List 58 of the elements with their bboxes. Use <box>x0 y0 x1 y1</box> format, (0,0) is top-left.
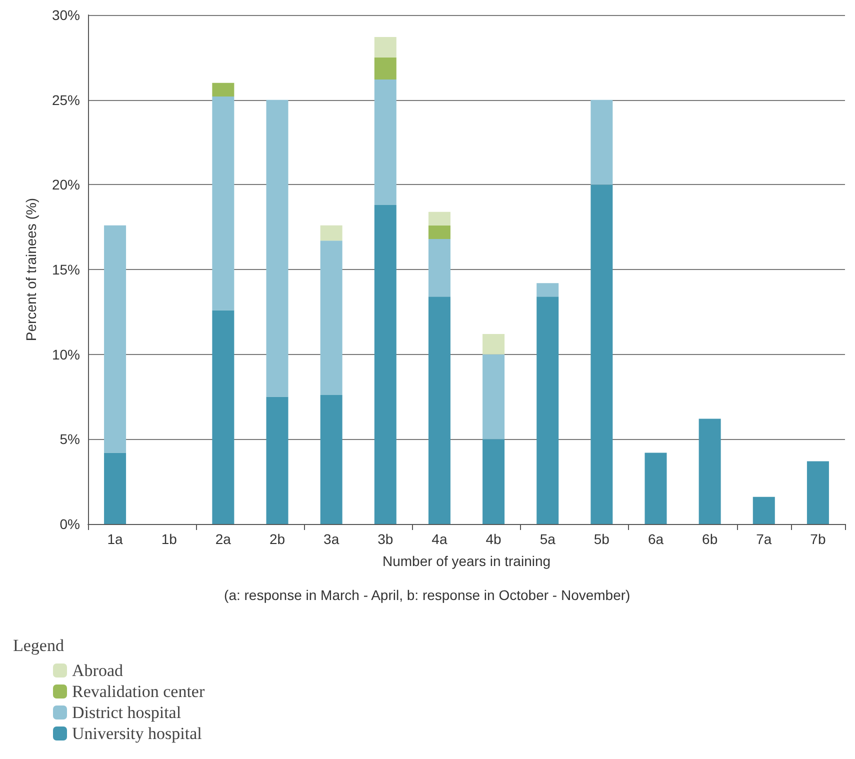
y-tick-label: 20% <box>52 176 80 193</box>
legend-title: Legend <box>13 636 64 655</box>
bar <box>320 225 342 241</box>
bar <box>698 418 721 524</box>
y-axis-title: Percent of trainees (%) <box>23 198 39 342</box>
bar <box>536 283 559 297</box>
bar <box>482 334 505 354</box>
x-tick-label: 1b <box>161 531 178 547</box>
x-tick-label: 4b <box>486 531 502 547</box>
x-tick-label: 1a <box>107 531 124 547</box>
x-tick-label: 4a <box>432 531 448 547</box>
bar <box>374 79 396 206</box>
bar <box>320 240 342 396</box>
legend-label: District hospital <box>72 703 182 722</box>
bar <box>212 96 234 310</box>
bar <box>266 100 288 397</box>
x-tick-label: 6a <box>648 531 664 547</box>
legend-label: University hospital <box>72 724 202 743</box>
y-tick-label: 25% <box>52 92 80 108</box>
y-tick-label: 10% <box>52 346 80 362</box>
legend-label: Abroad <box>72 661 124 680</box>
bar <box>212 310 234 524</box>
y-tick-label: 0% <box>60 516 80 532</box>
bar <box>536 296 559 524</box>
y-tick-label: 15% <box>52 262 80 278</box>
x-tick-label: 2b <box>269 531 286 547</box>
legend-label: Revalidation center <box>72 682 205 701</box>
bar <box>104 452 126 524</box>
x-tick-label: 6b <box>702 531 718 547</box>
bar <box>320 395 342 524</box>
bar <box>590 184 613 524</box>
x-tick-label: 5a <box>540 531 556 547</box>
x-tick-label: 7a <box>756 531 772 547</box>
bar <box>104 225 126 453</box>
x-tick-label: 5b <box>594 531 610 547</box>
bar <box>482 439 505 524</box>
x-tick-label: 2a <box>215 531 232 547</box>
x-tick-label: 3b <box>378 531 394 547</box>
x-tick-label: 7b <box>810 531 826 547</box>
bar <box>212 82 234 96</box>
bar <box>374 205 396 524</box>
bar <box>266 396 288 524</box>
bar <box>428 238 450 297</box>
bar <box>428 296 450 524</box>
bar <box>428 212 450 226</box>
bar <box>374 57 396 80</box>
bar <box>374 37 396 58</box>
bar <box>806 461 829 524</box>
bar <box>644 452 667 524</box>
y-tick-label: 30% <box>52 7 80 23</box>
text: (a: response in March - April, b: response in October - November) <box>224 587 630 603</box>
y-tick-label: 5% <box>60 431 80 448</box>
x-tick-label: 3a <box>324 531 340 547</box>
bar <box>482 354 505 440</box>
x-axis-title: Number of years in training <box>382 553 551 569</box>
bar <box>428 225 450 239</box>
bar <box>752 496 775 524</box>
bar <box>590 100 613 185</box>
